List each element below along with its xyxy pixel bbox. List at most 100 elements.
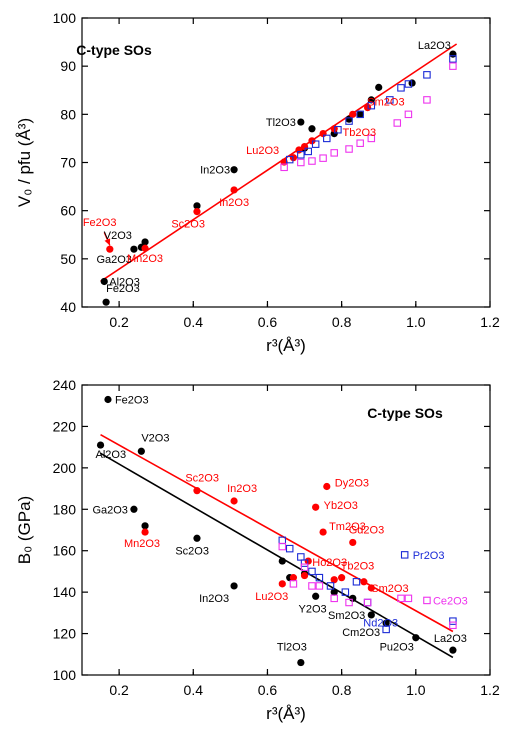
blue-open-square-point [345,117,353,125]
red-data-point [319,528,327,536]
red-fit-line [100,434,454,633]
point-label: Sc2O3 [175,545,209,557]
point-label: Tb2O3 [343,127,377,139]
point-label: Cm2O3 [342,627,380,639]
x-tick-label: 1.0 [406,682,426,698]
x-tick-label: 1.0 [406,314,426,330]
magenta-open-square-point [423,596,431,605]
blue-open-square-point [297,553,305,561]
point-label: V2O3 [141,432,169,444]
black-data-point [312,592,320,600]
black-data-point [375,83,383,91]
x-tick-label: 0.4 [184,682,204,698]
blue-open-square-point [363,598,372,607]
red-data-point [349,110,357,118]
panel-title: C-type SOs [76,42,152,58]
panel-title: C-type SOs [367,405,443,421]
blue-open-square-point [367,101,376,110]
red-data-point [141,244,149,252]
magenta-open-square-point [278,542,287,551]
magenta-open-square-point [308,157,316,165]
blue-open-square-point [300,559,309,567]
point-label: Mn2O3 [127,253,163,265]
red-data-point [141,528,149,536]
x-axis-title: r³(Å³) [266,704,306,723]
red-data-point [300,571,309,580]
y-tick-label: 40 [60,299,76,315]
black-fit-line [100,452,454,659]
black-data-point [141,522,149,530]
magenta-open-square-point [330,594,338,603]
black-data-point [330,588,338,596]
red-data-point [278,580,286,588]
black-data-point [137,447,145,455]
x-axis-title: r³(Å³) [266,336,306,355]
point-label: Tl2O3 [266,117,296,129]
x-tick-label: 0.8 [332,314,352,330]
y-tick-label: 100 [53,667,77,683]
red-fit-line [100,43,458,283]
blue-open-square-point [323,134,331,143]
black-data-point [193,202,201,210]
point-label: Ga2O3 [92,504,127,516]
point-label: Sm2O3 [328,610,365,622]
black-data-point [308,125,316,133]
black-data-point [130,505,138,513]
plot-frame [81,384,491,676]
red-data-point [193,487,201,495]
black-data-point [141,238,149,246]
black-data-point [356,110,364,118]
blue-open-square-point [382,625,390,634]
blue-open-square-point [386,96,394,104]
black-data-point [130,245,138,253]
point-label: Tm2O3 [329,521,366,533]
blue-open-square-point [297,151,305,159]
point-label: Fe2O3 [83,217,117,229]
x-tick-label: 0.4 [184,314,204,330]
point-label: Sm2O3 [371,583,408,595]
magenta-open-square-point [345,598,353,607]
magenta-open-square-point [345,145,353,153]
blue-open-square-point [352,578,361,586]
y-tick-label: 70 [60,155,76,171]
y-tick-label: 140 [53,584,77,600]
magenta-open-square-point [397,594,405,603]
magenta-open-square-point [289,580,298,588]
black-data-point [193,534,201,542]
blue-open-square-point [285,155,294,164]
x-tick-label: 0.8 [332,682,352,698]
x-tick-label: 1.2 [480,682,500,698]
point-label: Al2O3 [96,449,127,461]
point-label: Nd2O3 [363,617,398,629]
black-data-point [102,298,110,306]
volume-chart: 0.2 0.4 0.6 0.8 1.0 1.2 40 50 60 70 80 90 100 r³(Å³) V… [15,10,500,355]
x-tick-label: 0.2 [109,314,129,330]
red-data-point [360,578,368,586]
black-data-point [412,634,420,642]
point-label: Tb2O3 [341,561,375,573]
point-label: In2O3 [200,165,230,177]
magenta-open-square-point [319,154,327,162]
magenta-open-square-point [393,119,402,127]
x-tick-label: 0.6 [258,314,278,330]
blue-open-square-point [326,582,335,590]
black-data-point [100,277,108,286]
black-data-point [449,646,457,654]
point-label: Tl2O3 [277,642,307,654]
x-tick-label: 0.2 [109,682,129,698]
black-data-point [278,557,286,565]
bulk-modulus-chart: 0.2 0.4 0.6 0.8 1.0 1.2 100 120 140 160 180 200 220 2… [15,377,500,723]
point-label: In2O3 [199,593,229,605]
y-axis-title: B₀ (GPa) [15,496,34,564]
red-data-point [323,482,331,491]
y-tick-label: 100 [53,10,77,26]
magenta-open-square-point [315,582,324,590]
black-data-point [367,96,375,104]
annotation-arrow-head [104,238,111,246]
magenta-open-square-point [280,163,288,172]
magenta-open-square-point [300,563,309,572]
x-tick-label: 0.6 [258,682,278,698]
magenta-open-square-point [404,594,413,603]
magenta-open-square-point [404,110,413,119]
x-tick-label: 1.2 [480,314,500,330]
